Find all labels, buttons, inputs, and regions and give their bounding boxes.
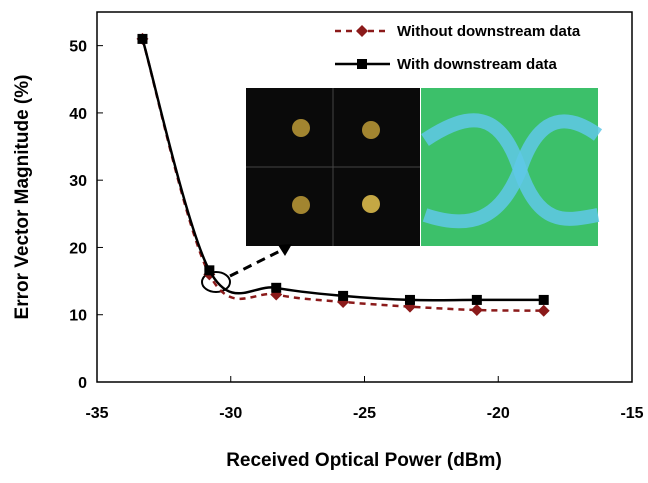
x-axis-label: Received Optical Power (dBm)	[226, 450, 502, 471]
legend-label: With downstream data	[397, 56, 558, 73]
callout-arrow	[230, 250, 282, 276]
inset-eye-diagram	[421, 88, 598, 246]
x-tick-label: -15	[620, 405, 643, 422]
data-point	[405, 295, 415, 305]
x-tick-label: -25	[353, 405, 376, 422]
y-tick-label: 50	[69, 39, 87, 56]
y-tick-label: 10	[69, 308, 87, 325]
y-tick-label: 20	[69, 240, 87, 257]
legend-label: Without downstream data	[397, 23, 581, 40]
page: {"chart_data": {"type": "line", "x_label…	[0, 0, 648, 483]
legend-marker	[356, 25, 368, 37]
inset-constellation	[246, 88, 420, 246]
data-point	[472, 295, 482, 305]
legend-marker	[357, 59, 367, 69]
x-tick-label: -35	[85, 405, 108, 422]
x-tick-label: -20	[487, 405, 510, 422]
data-point	[538, 305, 550, 317]
y-tick-label: 30	[69, 173, 87, 190]
chart: Received Optical Power (dBm) Error Vecto…	[0, 0, 648, 478]
y-tick-label: 40	[69, 106, 87, 123]
y-tick-label: 0	[78, 375, 87, 392]
data-point	[539, 295, 549, 305]
y-axis-label: Error Vector Magnitude (%)	[12, 75, 33, 320]
data-point	[338, 291, 348, 301]
x-tick-label: -30	[219, 405, 242, 422]
data-point	[137, 34, 147, 44]
data-point	[471, 304, 483, 316]
data-point	[204, 265, 214, 275]
data-point	[271, 283, 281, 293]
callout-arrowhead	[278, 244, 292, 256]
